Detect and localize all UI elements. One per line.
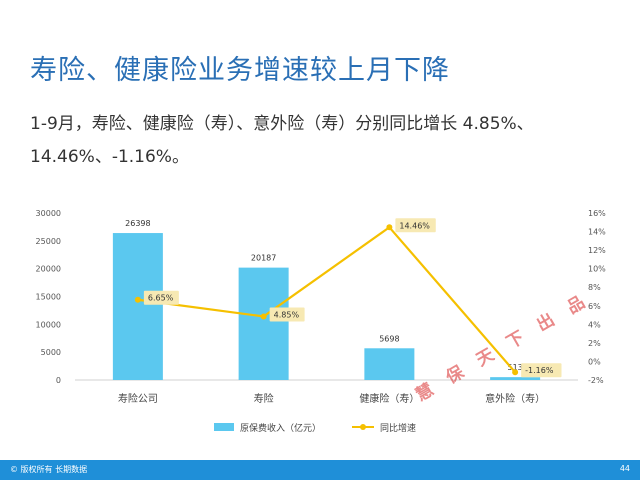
footer-bar: © 版权所有 长期数据 44 — [0, 460, 640, 480]
line-label-box — [521, 363, 562, 378]
growth-line — [137, 225, 516, 373]
y-left-tick-label: 5000 — [41, 348, 61, 357]
legend-swatch-point — [360, 424, 366, 430]
y-right-tick-label: 2% — [588, 339, 601, 348]
page-number: 44 — [619, 464, 630, 473]
y-right-tick-label: 16% — [588, 209, 606, 218]
y-left-tick-label: 0 — [56, 376, 61, 385]
bar-data-label: 513 — [507, 363, 522, 372]
y-right-tick-label: 8% — [588, 283, 601, 292]
line-data-label: 4.85% — [274, 310, 300, 319]
line-data-label: 6.65% — [148, 294, 174, 303]
line-data-label: 14.46% — [399, 221, 430, 230]
bar-mark — [364, 348, 415, 380]
legend-label: 原保费收入（亿元） — [240, 422, 321, 434]
y-left-tick-label: 15000 — [36, 293, 61, 302]
line-point — [512, 369, 519, 376]
line-label-box — [269, 307, 305, 322]
legend-swatch-bar — [214, 423, 234, 431]
page-subtitle: 1-9月，寿险、健康险（寿）、意外险（寿）分别同比增长 4.85%、14.46%… — [30, 114, 534, 167]
bar-data-label: 20187 — [251, 254, 276, 263]
y-right-tick-label: 12% — [588, 246, 606, 255]
bar-data-label: 5698 — [379, 334, 399, 343]
y-left-tick-label: 10000 — [36, 320, 61, 329]
x-tick-label: 寿险公司 — [118, 392, 158, 405]
line-data-label: -1.16% — [525, 366, 554, 375]
line-point — [134, 296, 141, 303]
y-left-tick-label: 20000 — [36, 265, 61, 274]
legend-label: 同比增速 — [380, 422, 416, 434]
line-label-box — [143, 290, 179, 305]
y-right-tick-label: 4% — [588, 320, 601, 329]
bar-mark — [112, 233, 163, 380]
x-tick-label: 意外险（寿） — [485, 392, 545, 405]
footer-copyright: © 版权所有 长期数据 — [10, 465, 88, 474]
y-right-tick-label: 0% — [588, 357, 601, 366]
y-left-tick-label: 30000 — [36, 209, 61, 218]
combo-chart: 0 5000 10000 15000 20000 25000 30000 -2% 0% 2% 4% 6… — [36, 209, 607, 434]
page-title: 寿险、健康险业务增速较上月下降 — [30, 55, 450, 86]
y-right-tick-label: 6% — [588, 302, 601, 311]
y-right-tick-label: 10% — [588, 265, 606, 274]
y-right-tick-label: 14% — [588, 228, 606, 237]
y-left-tick-label: 25000 — [36, 237, 61, 246]
y-right-tick-label: -2% — [588, 376, 604, 385]
line-label-box — [395, 218, 436, 233]
x-tick-label: 健康险（寿） — [359, 392, 419, 405]
bar-mark — [238, 267, 289, 380]
bar-mark — [490, 377, 541, 380]
line-point — [386, 224, 393, 231]
line-point — [260, 313, 267, 320]
bar-data-label: 26398 — [125, 219, 150, 228]
x-tick-label: 寿险 — [254, 392, 274, 405]
